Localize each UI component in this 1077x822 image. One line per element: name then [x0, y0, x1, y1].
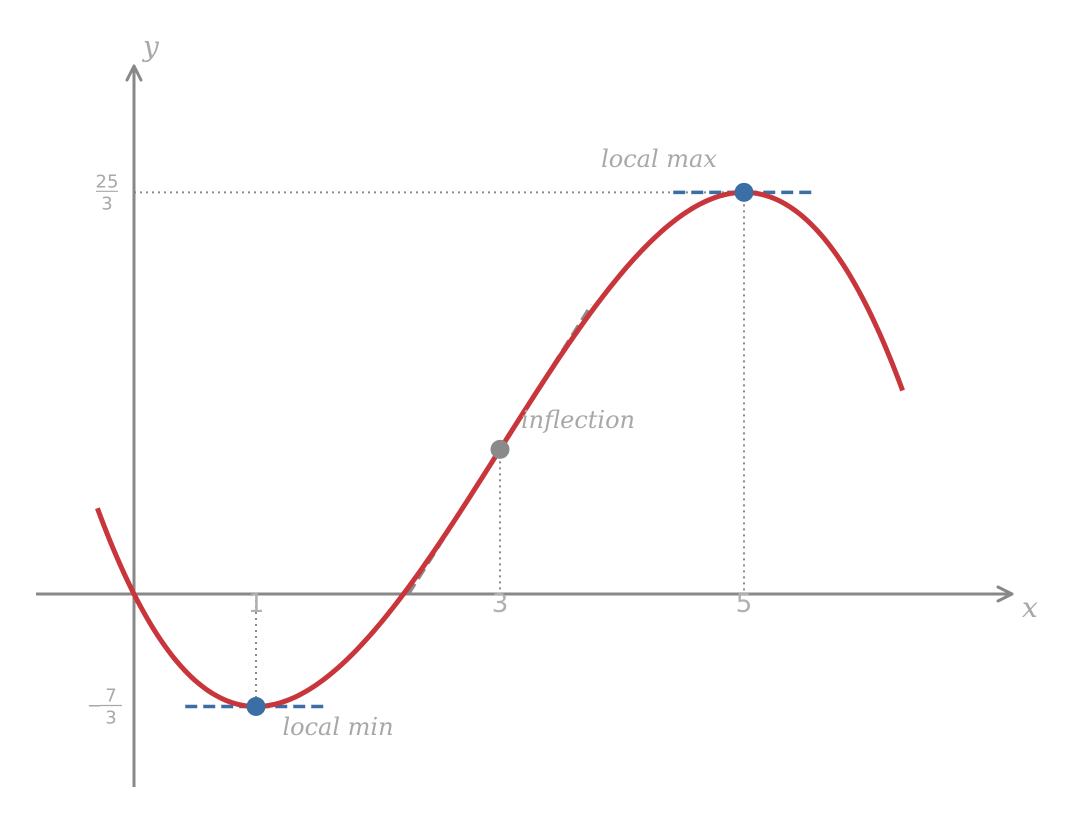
local-max-point	[734, 182, 754, 202]
y-tick-denominator: 3	[101, 193, 112, 214]
y-tick-label-max: 25 3	[96, 171, 119, 214]
y-axis-label: y	[141, 30, 160, 63]
x-tick-label: 1	[248, 589, 265, 619]
y-tick-numerator: 25	[96, 171, 119, 192]
x-axis-label: x	[1022, 591, 1038, 624]
inflection-point	[490, 439, 510, 459]
local-min-point	[246, 696, 266, 716]
x-tick-label: 5	[736, 589, 753, 619]
local-max-annotation: local max	[601, 145, 717, 173]
local-min-annotation: local min	[282, 713, 393, 741]
x-axis-arrow	[996, 585, 1014, 603]
x-tick-label: 3	[492, 589, 509, 619]
inflection-annotation: inflection	[521, 406, 635, 434]
y-tick-denominator: 3	[105, 707, 116, 728]
y-axis-arrow	[125, 64, 143, 82]
y-tick-minus-sign: −	[87, 695, 102, 716]
y-tick-label-min: − 7 3	[87, 685, 122, 728]
y-tick-numerator: 7	[105, 685, 116, 706]
